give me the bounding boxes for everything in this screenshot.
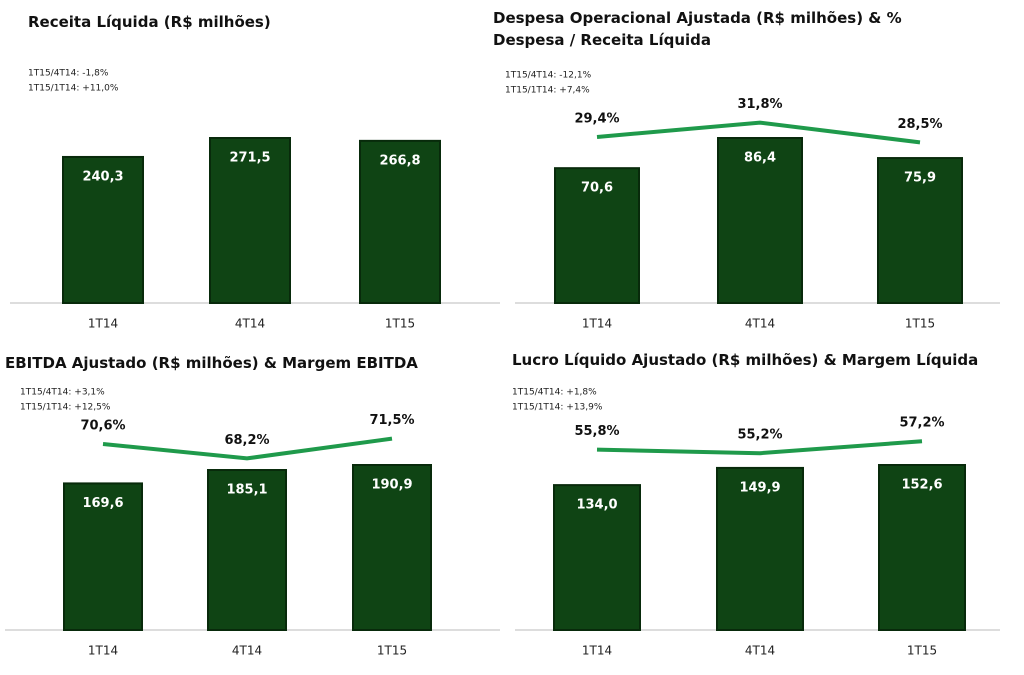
annotation: 1T15/1T14: +12,5% [20, 403, 111, 413]
bar-value-label: 152,6 [901, 478, 942, 493]
bar [717, 137, 803, 304]
bar-value-label: 169,6 [82, 496, 123, 511]
x-tick-label: 1T14 [582, 317, 612, 331]
chart-title: Despesa Operacional Ajustada (R$ milhões… [493, 9, 902, 49]
chart-title: Lucro Líquido Ajustado (R$ milhões) & Ma… [512, 351, 979, 369]
x-tick-label: 4T14 [745, 317, 775, 331]
x-tick-label: 4T14 [235, 317, 265, 331]
bar [207, 469, 287, 631]
line-value-label: 70,6% [80, 419, 125, 434]
x-tick-label: 4T14 [232, 644, 262, 658]
x-tick-label: 1T14 [582, 644, 612, 658]
annotation: 1T15/4T14: +3,1% [20, 388, 105, 398]
annotation: 1T15/4T14: -12,1% [505, 71, 592, 81]
x-tick-label: 4T14 [745, 644, 775, 658]
line-value-label: 71,5% [369, 413, 414, 428]
bar-value-label: 134,0 [576, 498, 617, 513]
bar [62, 155, 144, 304]
bar [359, 139, 441, 304]
bar [352, 464, 432, 631]
annotation: 1T15/1T14: +11,0% [28, 84, 119, 94]
x-tick-label: 1T15 [907, 644, 937, 658]
line-value-label: 68,2% [224, 433, 269, 448]
bar [554, 167, 640, 304]
annotation: 1T15/4T14: -1,8% [28, 69, 109, 79]
line-value-label: 55,8% [574, 424, 619, 439]
annotation: 1T15/1T14: +13,9% [512, 403, 603, 413]
bar [209, 137, 291, 304]
x-tick-label: 1T15 [385, 317, 415, 331]
bar-value-label: 185,1 [226, 483, 267, 498]
annotation: 1T15/1T14: +7,4% [505, 86, 590, 96]
line-value-label: 55,2% [737, 428, 782, 443]
bar [553, 484, 641, 631]
x-tick-label: 1T15 [905, 317, 935, 331]
x-tick-label: 1T15 [377, 644, 407, 658]
x-tick-label: 1T14 [88, 317, 118, 331]
chart-title: Receita Líquida (R$ milhões) [28, 13, 271, 31]
x-tick-label: 1T14 [88, 644, 118, 658]
line [596, 120, 921, 145]
bar-value-label: 75,9 [904, 171, 936, 186]
bar [63, 482, 143, 631]
bar [877, 157, 963, 304]
annotation: 1T15/4T14: +1,8% [512, 388, 597, 398]
line [596, 439, 923, 456]
line-value-label: 31,8% [737, 97, 782, 112]
bar-value-label: 271,5 [229, 151, 270, 166]
bar-value-label: 240,3 [82, 169, 123, 184]
bar-value-label: 70,6 [581, 181, 613, 196]
bar [878, 464, 966, 631]
line-value-label: 28,5% [897, 117, 942, 132]
bar-value-label: 149,9 [739, 480, 780, 495]
line-value-label: 29,4% [574, 112, 619, 127]
line-value-label: 57,2% [899, 416, 944, 431]
bar-value-label: 86,4 [744, 151, 776, 166]
chart-title: EBITDA Ajustado (R$ milhões) & Margem EB… [5, 354, 418, 372]
bar-value-label: 266,8 [379, 153, 420, 168]
line [102, 436, 393, 461]
bar-value-label: 190,9 [371, 478, 412, 493]
bar [716, 466, 804, 631]
